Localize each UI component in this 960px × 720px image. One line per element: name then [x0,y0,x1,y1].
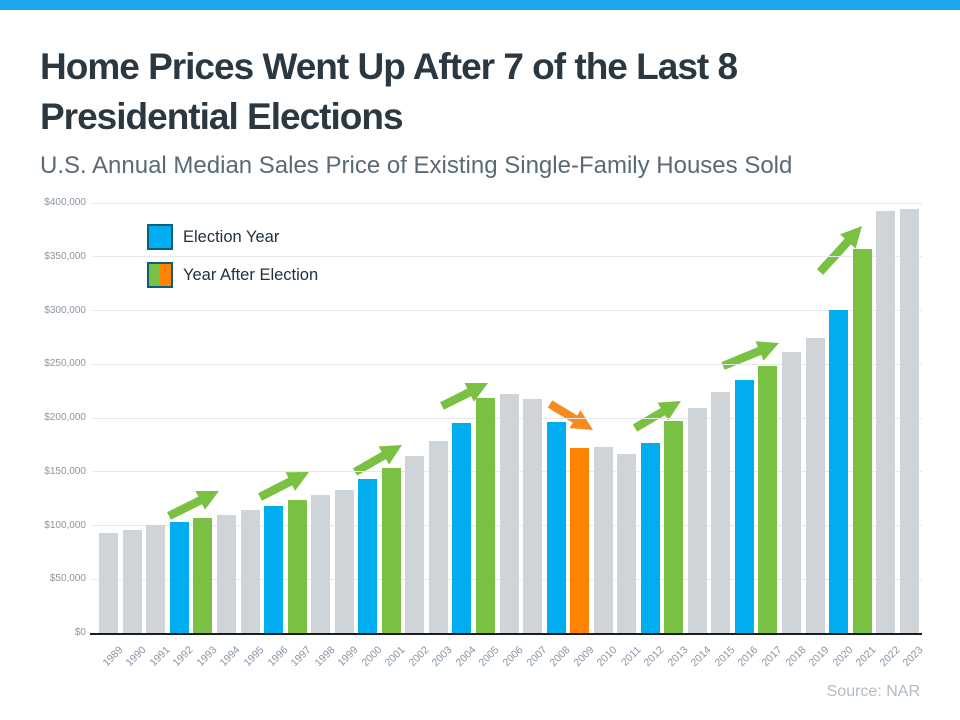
arrow-head-up-2020-2021 [840,226,862,249]
y-axis-label: $350,000 [44,250,86,262]
page-title-line2: Presidential Elections [40,96,404,137]
bar-1996 [264,505,284,633]
x-axis-line [90,633,922,635]
bar-1994 [216,514,236,633]
legend-item-election-year: Election Year [147,224,279,250]
arrow-head-down-2008-2009 [569,410,593,430]
y-axis-label: $300,000 [44,304,86,316]
bar-2014 [687,408,707,633]
bar-2023 [899,209,919,633]
year-after-election-swatch [147,262,173,288]
arrow-shaft-1992-1993 [167,495,205,520]
legend-label-election-year: Election Year [183,227,280,246]
gridline-400000 [92,202,922,204]
y-axis-label: $250,000 [44,358,86,370]
legend-item-year-after-election: Year After Election [147,262,318,288]
bar-2005 [475,397,495,633]
bar-2001 [381,468,401,633]
arrow-head-up-2016-2017 [755,341,779,361]
bar-1997 [287,499,307,633]
bar-2002 [405,455,425,633]
bar-2008 [546,421,566,633]
bar-2013 [664,420,684,633]
gridline-350000 [92,256,922,258]
page-subtitle: U.S. Annual Median Sales Price of Existi… [40,152,793,179]
top-accent-bar [0,0,960,10]
bar-2015 [711,392,731,633]
bar-2003 [428,440,448,633]
y-axis-label: $200,000 [44,412,86,423]
bar-1990 [122,530,142,633]
arrow-shaft-1996-1997 [258,476,295,501]
bar-2017 [758,365,778,633]
bar-2009 [570,447,590,633]
bar-1992 [169,521,189,633]
bar-2019 [805,337,825,633]
bar-2011 [617,454,637,633]
source-attribution: Source: NAR [826,683,920,700]
year-after-swatch-green-half [149,264,160,286]
arrow-head-up-1992-1993 [195,491,219,510]
arrow-shaft-2004-2005 [440,387,474,410]
arrow-head-up-1996-1997 [285,472,309,491]
page-title: Home Prices Went Up After 7 of the Last … [40,42,920,142]
bar-1991 [146,525,166,633]
bar-1999 [334,489,354,633]
y-axis-label: $400,000 [44,197,86,208]
bar-2006 [499,394,519,633]
bar-1989 [99,532,119,633]
bar-1993 [193,518,213,633]
y-axis-label: $0 [74,627,86,638]
bar-1995 [240,509,260,633]
bar-2010 [593,446,613,633]
bar-2016 [734,379,754,633]
bar-2020 [829,310,849,633]
arrow-shaft-2012-2013 [632,406,668,432]
bar-2007 [523,398,543,633]
bar-2018 [782,351,801,633]
y-axis-label: $150,000 [44,465,86,477]
year-after-swatch-orange-half [160,264,171,286]
bar-1998 [311,494,331,633]
y-axis-label: $50,000 [49,573,86,585]
page-title-line1: Home Prices Went Up After 7 of the Last … [40,46,738,87]
bar-2012 [640,442,660,633]
bar-2022 [876,210,896,633]
bar-2004 [452,423,472,633]
election-year-swatch-fill [149,226,171,248]
bar-2021 [852,249,872,633]
y-axis-label: $100,000 [44,519,86,531]
gridline-250000 [92,363,922,365]
gridline-300000 [92,310,922,311]
arrow-head-up-2000-2001 [378,445,402,465]
election-year-swatch [147,224,173,250]
bar-2000 [358,478,378,633]
legend-label-year-after-election: Year After Election [183,265,319,284]
